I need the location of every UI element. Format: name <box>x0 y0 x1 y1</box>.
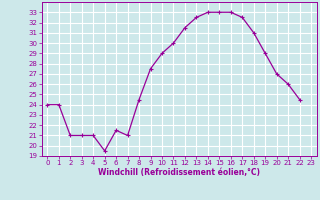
X-axis label: Windchill (Refroidissement éolien,°C): Windchill (Refroidissement éolien,°C) <box>98 168 260 177</box>
